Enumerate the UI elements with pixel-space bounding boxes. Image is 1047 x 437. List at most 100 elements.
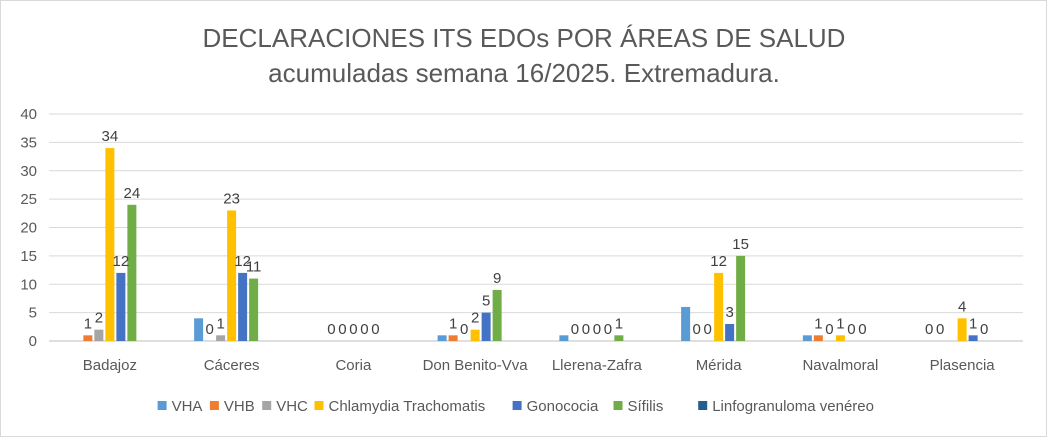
data-label: 12 [710, 253, 727, 270]
y-tick-label: 20 [20, 220, 37, 237]
bar-vhb [83, 335, 93, 341]
data-label: 0 [703, 321, 711, 338]
data-label: 3 [725, 304, 733, 321]
data-label: 0 [205, 321, 213, 338]
legend-label-vhb: VHB [224, 398, 255, 415]
category-label: Llerena-Zafra [552, 357, 643, 374]
data-label: 11 [246, 259, 262, 276]
y-axis-ticks: 0 5 10 15 20 25 30 35 40 [20, 106, 37, 350]
data-label: 15 [732, 236, 749, 253]
data-label: 0 [925, 321, 933, 338]
category-label: Don Benito-Vva [423, 357, 529, 374]
y-tick-label: 30 [20, 163, 37, 180]
data-label: 0 [460, 321, 468, 338]
legend-swatch-sífilis [613, 401, 623, 410]
data-label: 24 [124, 185, 141, 202]
legend-swatch-vha [157, 401, 167, 410]
chart-title-line-2: acumuladas semana 16/2025. Extremadura. [268, 58, 780, 88]
data-label: 4 [958, 298, 966, 315]
y-tick-label: 0 [29, 333, 37, 350]
data-label: 0 [825, 321, 833, 338]
data-label: 12 [234, 253, 251, 270]
data-label: 0 [593, 321, 601, 338]
y-tick-label: 5 [29, 305, 37, 322]
data-label: 1 [814, 315, 822, 332]
data-label: 1 [216, 315, 224, 332]
data-label: 1 [449, 315, 457, 332]
bar-gonococia [116, 272, 126, 341]
bar-gonococia [238, 272, 248, 341]
y-tick-label: 10 [20, 276, 37, 293]
data-label: 0 [371, 321, 379, 338]
legend: VHA VHB VHC Chlamydia Trachomatis Gonococia S… [157, 398, 874, 415]
x-axis-categories: Badajoz Cáceres Coria Don Benito-Vva Llerena… [83, 357, 996, 374]
chart-title-line-1: DECLARACIONES ITS EDOs POR ÁREAS DE SALU… [203, 23, 846, 53]
legend-label-gonococia: Gonococia [527, 398, 599, 415]
bar-sífilis [736, 255, 746, 341]
data-label: 0 [847, 321, 855, 338]
gridlines [49, 113, 1023, 342]
bar-vhb [813, 335, 823, 341]
category-label: Mérida [696, 357, 743, 374]
bar-chlamydia-trachomatis [714, 272, 724, 341]
data-label: 0 [936, 321, 944, 338]
category-label: Coria [335, 357, 372, 374]
bar-gonococia [968, 335, 978, 341]
legend-label-sífilis: Sífilis [628, 398, 664, 415]
bar-vha [194, 318, 204, 341]
data-label: 0 [338, 321, 346, 338]
y-tick-label: 35 [20, 134, 37, 151]
bar-vha [559, 335, 569, 341]
bar-chlamydia-trachomatis [835, 335, 845, 341]
category-label: Cáceres [204, 357, 260, 374]
bar-vhc [94, 329, 104, 341]
data-label: 1 [836, 315, 844, 332]
data-label: 0 [360, 321, 368, 338]
legend-swatch-vhb [209, 401, 219, 410]
bars [83, 148, 978, 341]
data-label: 12 [113, 253, 130, 270]
y-tick-label: 15 [20, 248, 37, 265]
category-label: Plasencia [930, 357, 996, 374]
data-label: 0 [349, 321, 357, 338]
bar-vhc [216, 335, 226, 341]
data-label: 1 [969, 315, 977, 332]
bar-vha [802, 335, 812, 341]
data-label: 0 [327, 321, 335, 338]
data-label: 0 [582, 321, 590, 338]
data-label: 0 [980, 321, 988, 338]
legend-swatch-gonococia [512, 401, 522, 410]
bar-chlamydia-trachomatis [105, 148, 115, 341]
category-label: Navalmoral [802, 357, 878, 374]
legend-swatch-linfogranuloma-venéreo [698, 401, 708, 410]
data-label: 23 [223, 190, 240, 207]
data-label: 0 [692, 321, 700, 338]
data-label: 5 [482, 293, 490, 310]
bar-vha [681, 306, 691, 341]
legend-swatch-chlamydia-trachomatis [314, 401, 324, 410]
legend-label-chlamydia-trachomatis: Chlamydia Trachomatis [329, 398, 486, 415]
data-label: 0 [604, 321, 612, 338]
data-label: 0 [858, 321, 866, 338]
bar-sífilis [614, 335, 624, 341]
bar-chlamydia-trachomatis [227, 210, 237, 341]
data-label: 0 [571, 321, 579, 338]
data-label: 1 [615, 315, 623, 332]
legend-label-vhc: VHC [276, 398, 308, 415]
bar-sífilis [249, 278, 259, 341]
bar-sífilis [127, 204, 137, 341]
bar-sífilis [492, 289, 502, 341]
data-label: 9 [493, 270, 501, 287]
bar-chlamydia-trachomatis [957, 318, 967, 341]
bar-vhb [448, 335, 458, 341]
y-tick-label: 40 [20, 106, 37, 123]
bar-vha [437, 335, 447, 341]
data-label: 2 [95, 310, 103, 327]
legend-swatch-vhc [262, 401, 272, 410]
data-label: 2 [471, 310, 479, 327]
category-label: Badajoz [83, 357, 137, 374]
y-tick-label: 25 [20, 191, 37, 208]
